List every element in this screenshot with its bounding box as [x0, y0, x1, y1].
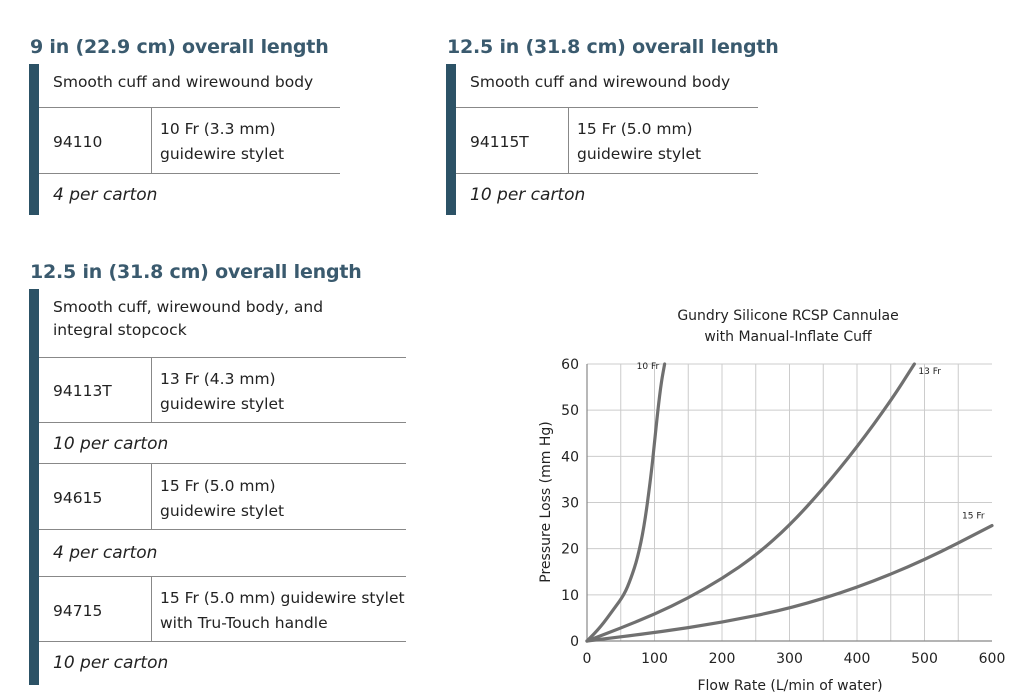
divider: [151, 464, 152, 529]
x-tick-label: 100: [641, 651, 668, 667]
series-line: [585, 362, 916, 643]
product-code: 94110: [53, 133, 103, 151]
product-desc: guidewire stylet: [577, 145, 702, 163]
divider: [39, 173, 340, 174]
y-tick-label: 50: [561, 403, 579, 419]
divider: [39, 463, 406, 464]
product-desc: 15 Fr (5.0 mm): [577, 120, 693, 138]
x-tick-label: 400: [844, 651, 871, 667]
series-label: 15 Fr: [962, 512, 985, 522]
chart-series: 10 Fr 13 Fr 15 Fr: [585, 362, 994, 643]
product-desc: guidewire stylet: [160, 502, 285, 520]
carton-qty: 10 per carton: [53, 434, 169, 454]
chart-title-line1: Gundry Silicone RCSP Cannulae: [677, 308, 898, 324]
series-line: [585, 362, 667, 643]
product-subtitle: Smooth cuff and wirewound body: [53, 73, 314, 91]
chart-grid: [586, 363, 992, 642]
product-code: 94715: [53, 602, 103, 620]
divider: [39, 357, 406, 358]
product-subtitle: Smooth cuff, wirewound body, and: [53, 298, 324, 316]
product-desc: 15 Fr (5.0 mm): [160, 477, 276, 495]
pressure-flow-chart: Gundry Silicone RCSP Cannulae with Manua…: [538, 308, 1005, 692]
carton-qty: 4 per carton: [53, 185, 158, 205]
divider: [151, 108, 152, 173]
y-tick-label: 10: [561, 588, 579, 604]
series-line: [585, 523, 994, 643]
divider: [39, 641, 406, 642]
y-tick-label: 0: [570, 634, 579, 650]
product-desc: guidewire stylet: [160, 395, 285, 413]
y-tick-label: 40: [561, 449, 579, 465]
product-desc: guidewire stylet: [160, 145, 285, 163]
accent-bar: [29, 289, 39, 685]
product-code: 94113T: [53, 382, 112, 400]
section-heading: 12.5 in (31.8 cm) overall length: [30, 261, 362, 283]
section-heading: 12.5 in (31.8 cm) overall length: [447, 36, 779, 58]
divider: [39, 422, 406, 423]
product-desc: 10 Fr (3.3 mm): [160, 120, 276, 138]
x-tick-label: 300: [776, 651, 803, 667]
divider: [151, 358, 152, 422]
product-subtitle: integral stopcock: [53, 321, 187, 339]
product-desc: 13 Fr (4.3 mm): [160, 370, 276, 388]
carton-qty: 10 per carton: [470, 185, 586, 205]
chart-title-line2: with Manual-Inflate Cuff: [704, 329, 872, 345]
y-tick-label: 30: [561, 496, 579, 512]
x-axis-label: Flow Rate (L/min of water): [697, 678, 882, 692]
divider: [151, 577, 152, 641]
y-axis-label: Pressure Loss (mm Hg): [538, 421, 554, 582]
x-tick-label: 600: [979, 651, 1006, 667]
carton-qty: 10 per carton: [53, 653, 169, 673]
x-tick-label: 200: [709, 651, 736, 667]
x-tick-label: 500: [911, 651, 938, 667]
chart-ticks: 0 100 200 300 400 500 600 0 10 20 30 40 50 60: [561, 357, 1005, 667]
y-tick-label: 60: [561, 357, 579, 373]
product-desc: 15 Fr (5.0 mm) guidewire stylet: [160, 589, 405, 607]
divider: [568, 108, 569, 173]
product-subtitle: Smooth cuff and wirewound body: [470, 73, 731, 91]
y-tick-label: 20: [561, 542, 579, 558]
product-code: 94615: [53, 489, 103, 507]
product-code: 94115T: [470, 133, 529, 151]
x-tick-label: 0: [583, 651, 592, 667]
accent-bar: [29, 64, 39, 215]
divider: [39, 107, 340, 108]
divider: [456, 173, 758, 174]
divider: [39, 576, 406, 577]
divider: [39, 529, 406, 530]
series-label: 10 Fr: [637, 362, 660, 372]
accent-bar: [446, 64, 456, 215]
carton-qty: 4 per carton: [53, 543, 158, 563]
series-label: 13 Fr: [918, 367, 941, 377]
product-desc: with Tru-Touch handle: [160, 614, 328, 632]
divider: [456, 107, 758, 108]
section-heading: 9 in (22.9 cm) overall length: [30, 36, 329, 58]
